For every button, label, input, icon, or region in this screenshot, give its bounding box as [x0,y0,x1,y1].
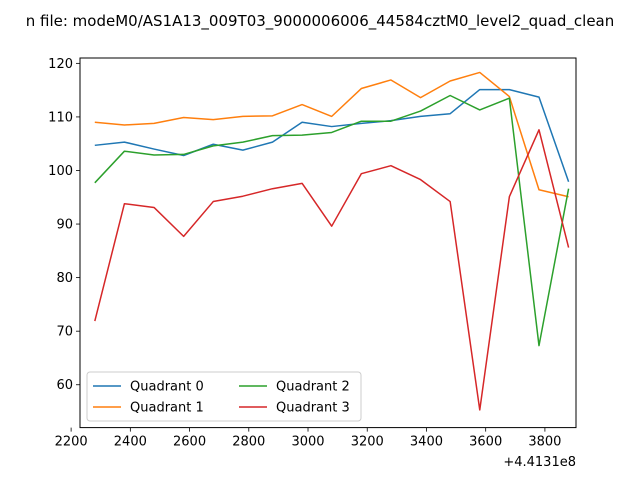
x-axis: 2200 2400 2600 2800 3000 3200 3400 3600 3800 [55,427,561,450]
legend-box [86,371,362,422]
legend: Quadrant 0 Quadrant 1 Quadrant 2 Quadrant 3 [86,371,362,422]
x-tick-label: 3000 [291,435,324,450]
plot-frame [79,57,577,429]
y-tick-label: 120 [48,57,73,72]
series-line-quadrant-1 [94,71,569,198]
x-tick-label: 3400 [410,435,443,450]
plot-series [94,71,570,411]
x-axis-offset-text: +4.4131e8 [503,455,576,470]
series-line-quadrant-3 [94,129,570,411]
legend-label-quadrant-0: Quadrant 0 [130,380,204,395]
y-tick-label: 110 [48,110,73,125]
x-tick-label: 2600 [173,435,206,450]
x-tick-label: 2400 [114,435,147,450]
legend-label-quadrant-1: Quadrant 1 [130,401,204,416]
x-tick-label: 3200 [351,435,384,450]
legend-label-quadrant-3: Quadrant 3 [276,401,350,416]
x-tick-label: 2800 [232,435,265,450]
series-line-quadrant-2 [94,94,570,347]
y-tick-label: 70 [56,325,73,340]
legend-label-quadrant-2: Quadrant 2 [276,380,350,395]
x-tick-label: 3800 [528,435,561,450]
x-tick-label: 3600 [469,435,502,450]
series-line-quadrant-0 [94,88,570,182]
y-tick-label: 80 [56,271,73,286]
chart-title: n file: modeM0/AS1A13_009T03_9000006006_… [26,12,615,31]
y-tick-label: 100 [48,164,73,179]
y-tick-label: 90 [56,218,73,233]
x-tick-label: 2200 [55,435,88,450]
y-tick-label: 60 [56,378,73,393]
y-axis: 60 70 80 90 100 110 120 [48,57,80,393]
